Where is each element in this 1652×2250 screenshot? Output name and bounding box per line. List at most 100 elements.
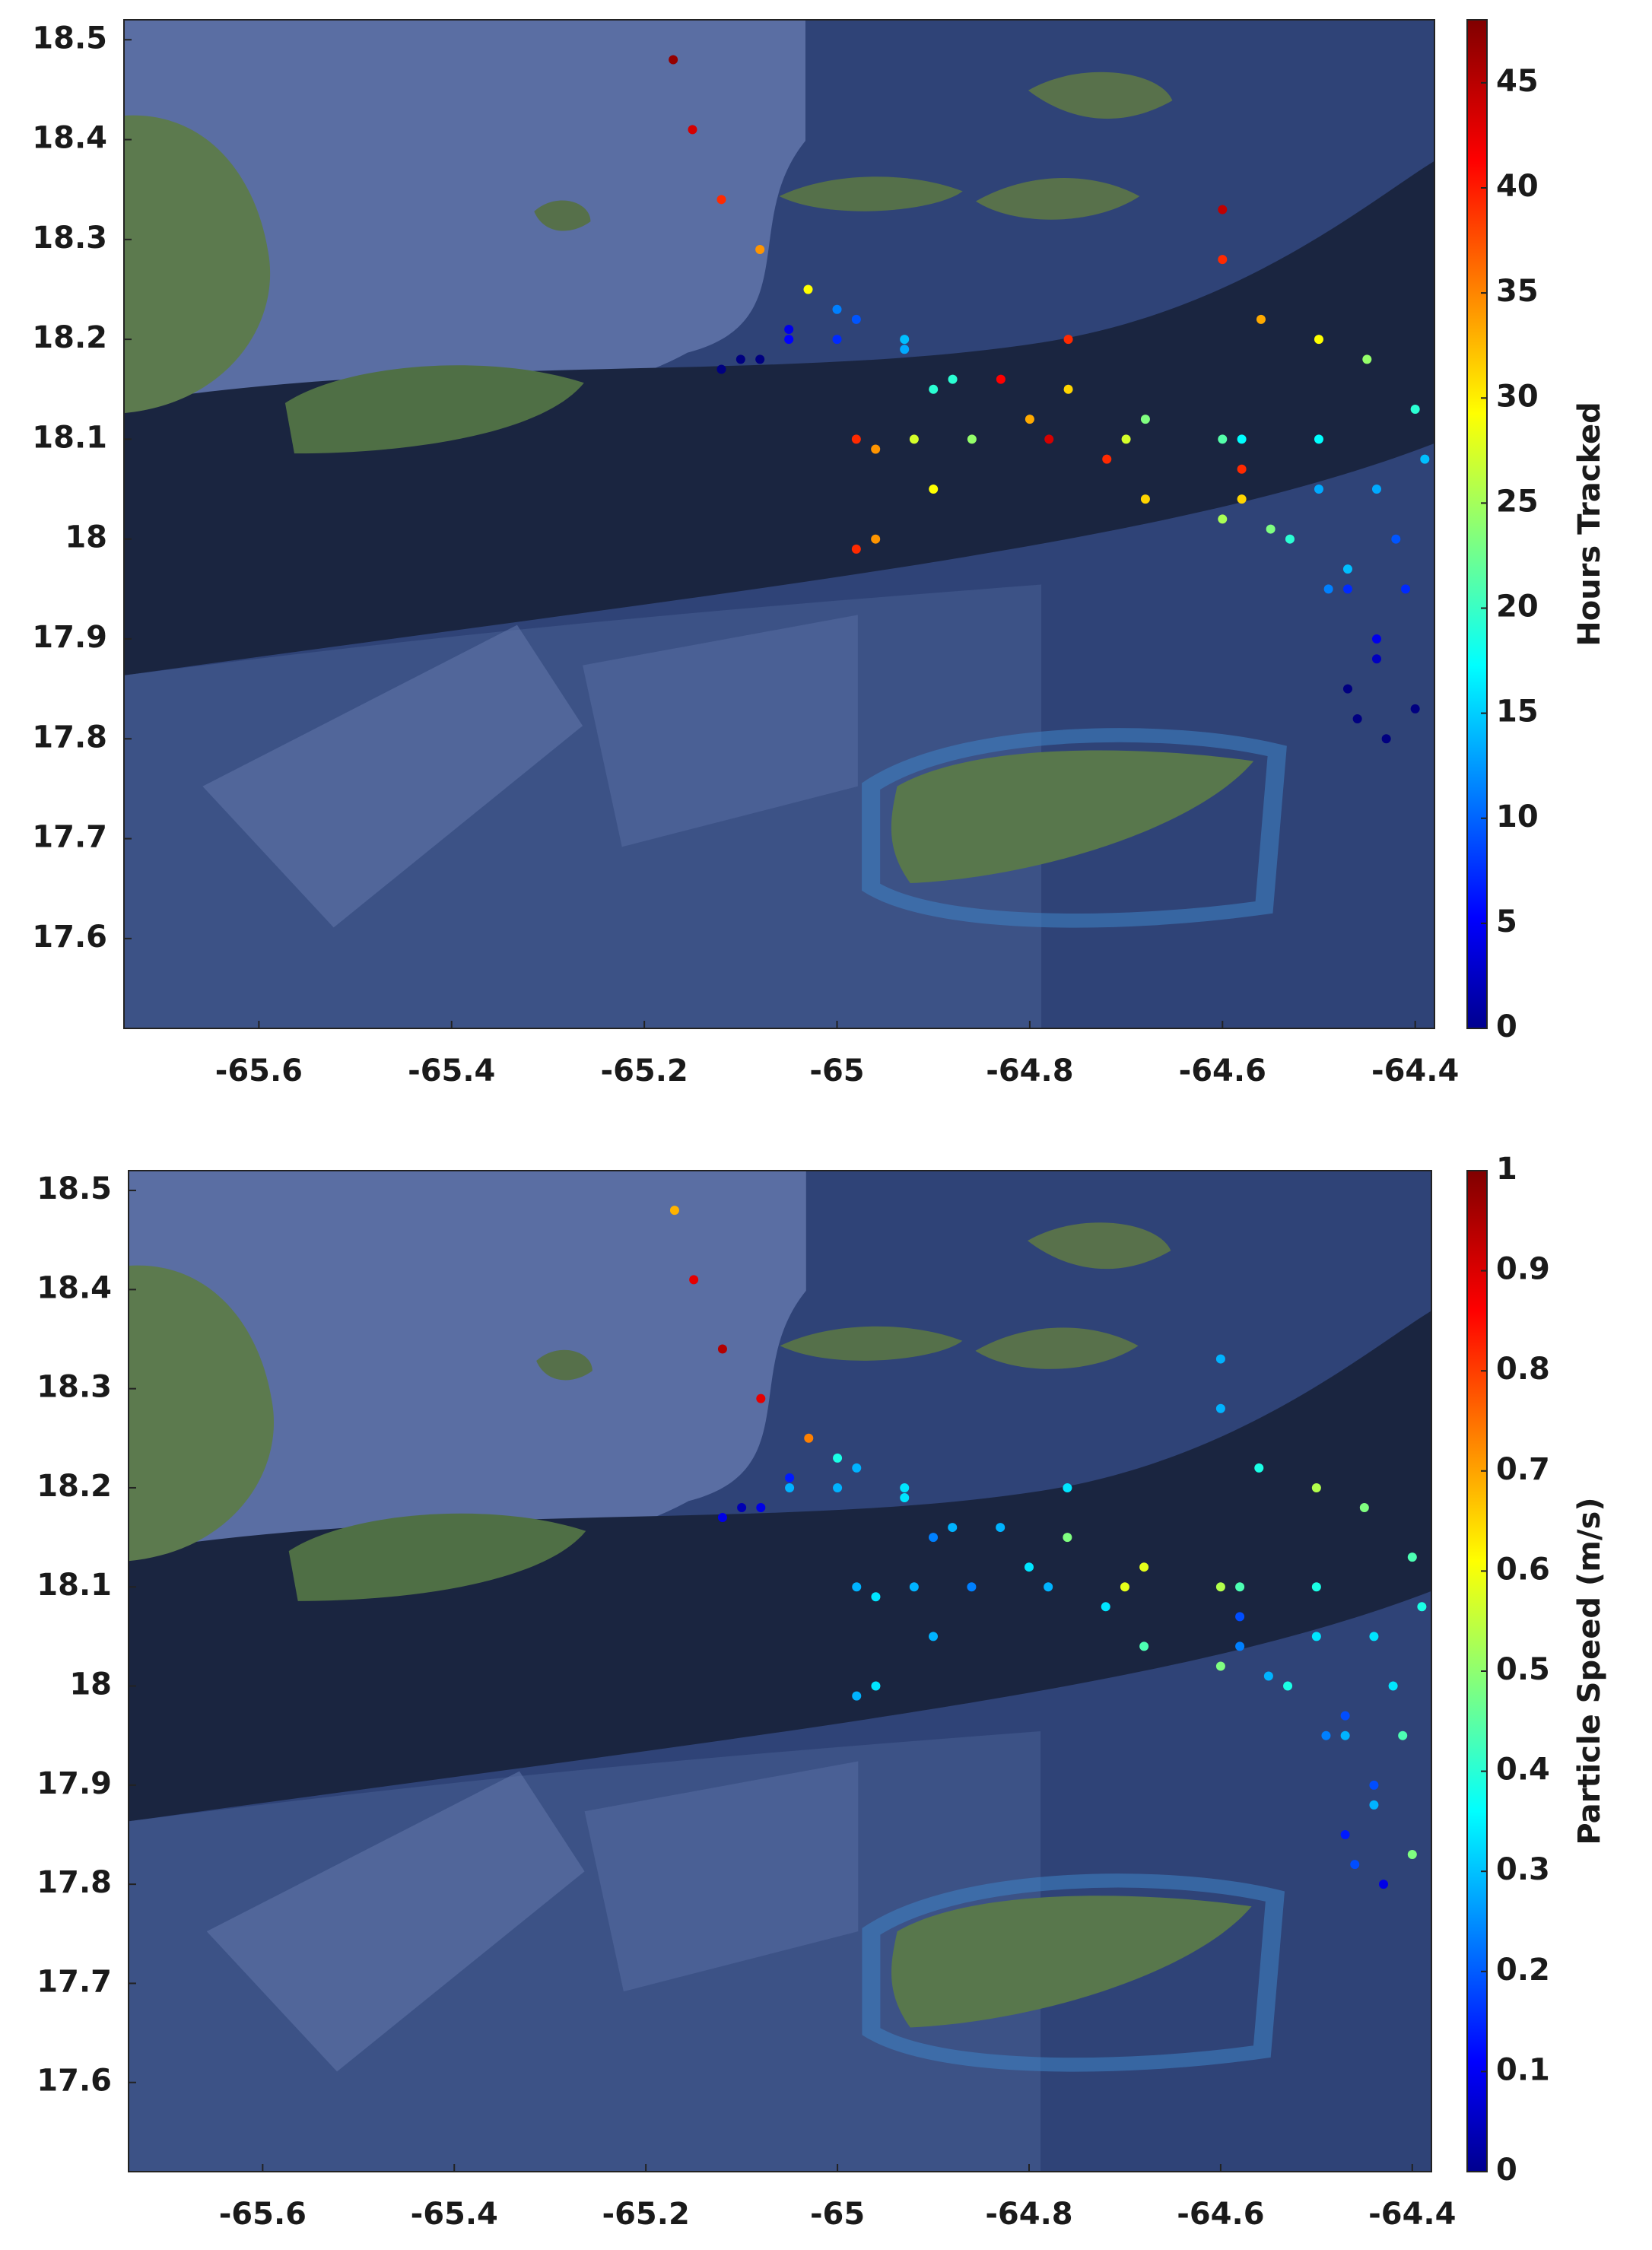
y-tick-label: 17.8 [37,1865,112,1900]
particle-point [1342,564,1352,574]
particle-point [1311,1582,1321,1592]
particle-point [1256,314,1266,324]
plot-frame [123,19,1435,1029]
particle-point [804,1433,814,1443]
particle-point [1139,1562,1149,1572]
x-tick-label: -65.4 [408,1053,495,1088]
particle-point [1237,494,1247,504]
particle-point [1101,1602,1110,1612]
particle-point [833,1483,843,1492]
particle-point [1218,514,1228,524]
particle-point [1359,1503,1369,1513]
colorbar-tick-label: 0.3 [1496,1852,1550,1887]
particle-point [1321,1730,1331,1740]
y-tick-label: 18.2 [32,320,107,355]
particle-point [900,1492,910,1502]
y-tick-label: 17.7 [32,820,107,855]
particle-point [1407,1552,1417,1562]
x-tick-label: -65.2 [600,1053,688,1088]
particle-point [1362,354,1372,364]
particle-point [1025,415,1034,424]
particle-point [1218,205,1228,215]
particle-point [689,1275,699,1285]
colorbar-tick-label: 25 [1496,484,1539,519]
particle-point [1369,1780,1379,1790]
particle-point [996,1523,1005,1533]
particle-point [756,1394,766,1403]
particle-point [755,354,765,364]
particle-point [755,244,765,254]
particle-point [1024,1562,1034,1572]
colorbar-tick-label: 1 [1496,1152,1517,1187]
particle-point [785,1483,795,1492]
particle-point [1410,405,1420,415]
particle-point [717,1513,727,1523]
colorbar-tick-label: 45 [1496,64,1539,99]
colorbar-tick-label: 0.4 [1496,1753,1550,1788]
particle-point [1342,684,1352,694]
particle-point [1371,654,1381,664]
particle-point [851,434,861,444]
particle-point [948,1523,958,1533]
colorbar-tick-label: 0.7 [1496,1452,1550,1487]
particle-point [737,1503,747,1513]
colorbar-tick-label: 0.2 [1496,1953,1550,1988]
particle-point [1215,1582,1225,1592]
x-tick-label: -65 [809,1053,864,1088]
particle-point [833,1453,843,1463]
particle-point [784,335,794,345]
particle-point [1218,434,1228,444]
colorbar [1466,19,1488,1029]
particle-point [688,125,697,135]
particle-point [716,195,726,205]
particle-point [851,544,861,554]
map-background [129,1171,1431,2172]
particle-point [1369,1632,1379,1641]
y-tick-label: 17.9 [32,620,107,655]
x-tick-label: -65.6 [219,2197,307,2232]
particle-point [1398,1730,1408,1740]
colorbar-tick-label: 0.5 [1496,1652,1550,1687]
y-tick-label: 17.7 [37,1964,112,1999]
particle-point [1139,1641,1149,1651]
particle-point [832,335,842,345]
particle-point [1120,1582,1129,1592]
y-tick-label: 18.5 [32,21,107,56]
particle-point [1235,1641,1245,1651]
y-tick-label: 18.5 [37,1171,112,1206]
particle-point [1311,1632,1321,1641]
particle-point [871,1681,881,1691]
particle-point [1314,434,1323,444]
particle-point [716,364,726,374]
particle-point [1140,415,1150,424]
colorbar-tick-label: 15 [1496,694,1539,729]
particle-point [1323,584,1333,594]
particle-point [1371,634,1381,644]
particle-point [851,314,861,324]
particle-point [1266,524,1276,534]
colorbar-tick-label: 0.8 [1496,1352,1550,1387]
particle-point [1215,1354,1225,1364]
plot-frame [128,1170,1432,2172]
colorbar-tick-label: 20 [1496,590,1539,624]
particle-point [717,1344,727,1354]
particle-point [1235,1582,1245,1592]
particle-point [852,1463,862,1473]
x-tick-label: -65.2 [602,2197,690,2232]
particle-point [1340,1730,1350,1740]
colorbar-tick-label: 40 [1496,169,1539,204]
y-tick-label: 17.6 [37,2064,112,2099]
x-tick-label: -65 [810,2197,865,2232]
particle-point [735,354,745,364]
particle-point [1311,1483,1321,1492]
particle-point [1215,1403,1225,1413]
y-tick-label: 18 [65,520,107,555]
particle-point [1235,1612,1245,1622]
y-tick-label: 18.4 [32,121,107,156]
particle-point [1254,1463,1264,1473]
y-tick-label: 18.3 [32,221,107,256]
particle-point [1388,1681,1398,1691]
colorbar-tick-label: 0 [1496,1009,1517,1044]
particle-point [871,534,881,544]
particle-point [909,434,919,444]
